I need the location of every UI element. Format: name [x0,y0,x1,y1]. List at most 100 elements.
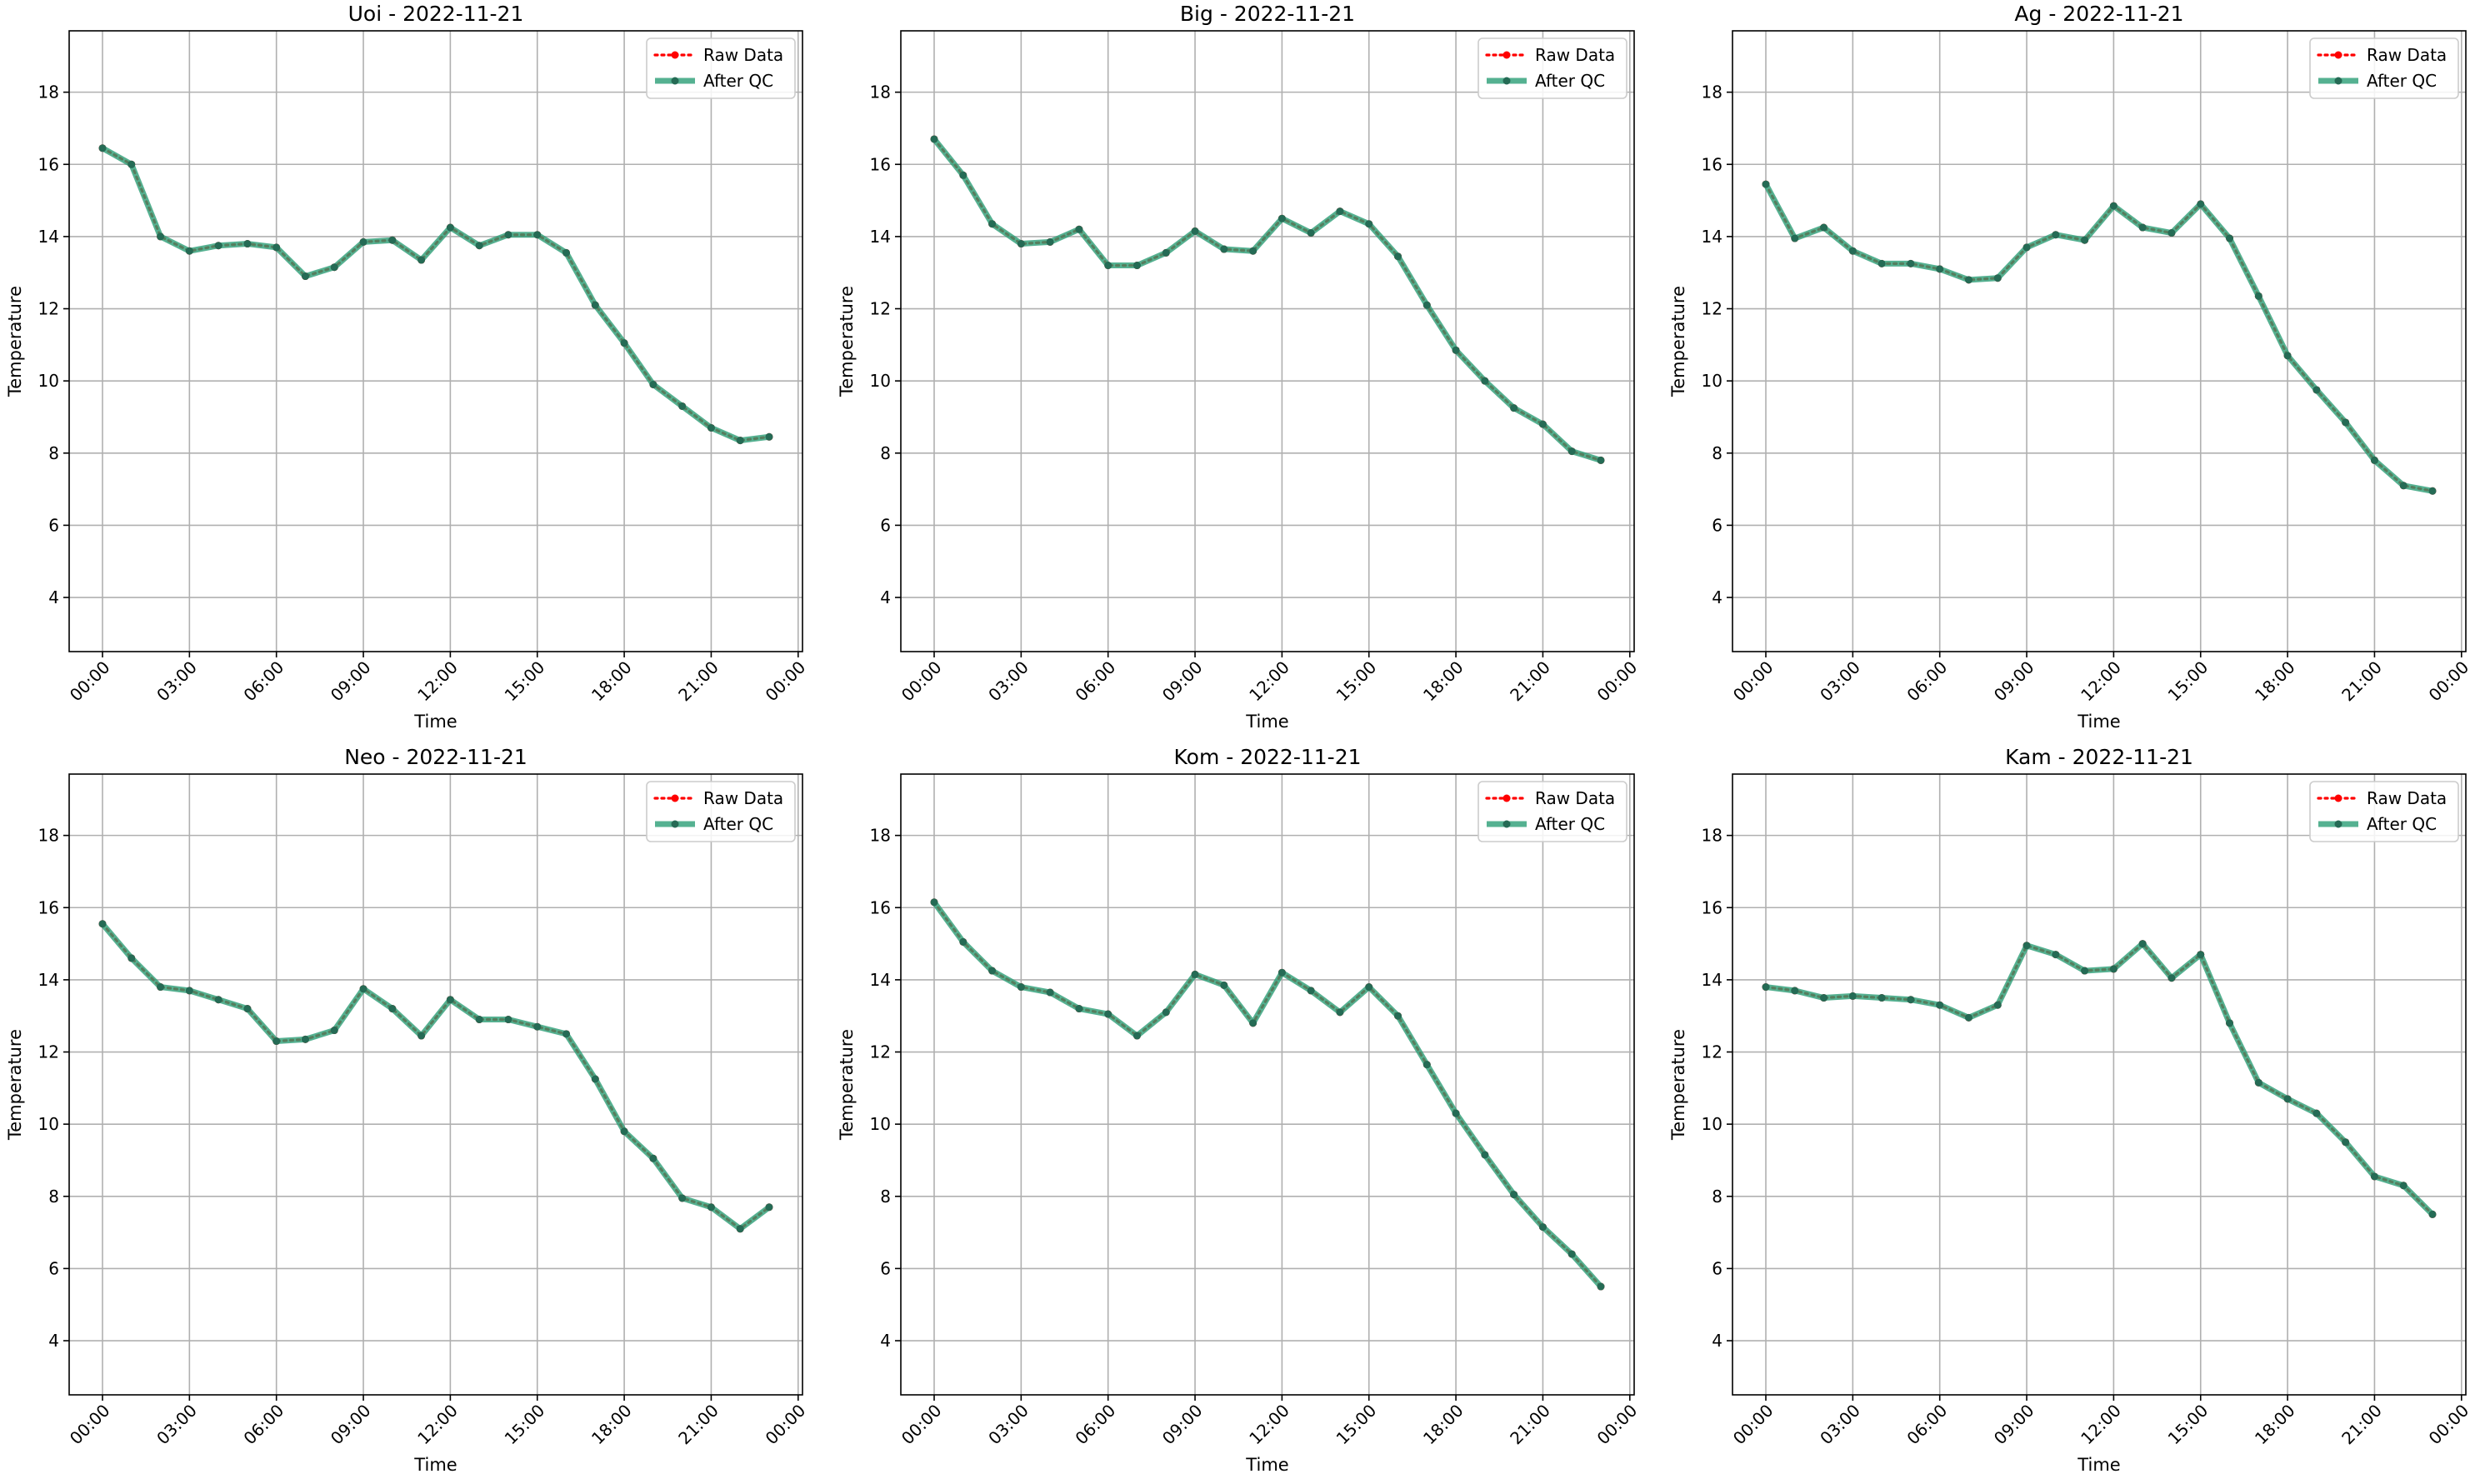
legend-after-qc-marker [671,820,679,828]
legend-label: Raw Data [2367,45,2447,65]
after-qc-point [620,1127,628,1136]
y-axis-label: Temperature [1668,1029,1688,1141]
y-tick-label: 16 [1702,897,1722,917]
after-qc-point [2370,1172,2378,1181]
after-qc-point [1936,265,1944,273]
y-tick-label: 18 [1702,826,1722,846]
after-qc-line [1762,182,2433,494]
y-axis-label: Temperature [5,1029,25,1141]
legend-after-qc-marker [2334,820,2342,828]
after-qc-point [1878,259,1886,267]
y-tick-label: 10 [1702,371,1722,391]
after-qc-point [1394,252,1402,261]
series-after-qc [98,920,773,1233]
after-qc-point [620,339,628,347]
y-tick-label: 18 [870,82,891,102]
after-qc-point [649,1154,658,1162]
y-tick-label: 18 [38,826,59,846]
after-qc-point [185,247,193,255]
legend-raw-data-marker [2334,51,2342,59]
legend-raw-data-marker [2334,794,2342,802]
after-qc-point [388,1005,397,1013]
after-qc-point [1762,983,1770,992]
after-qc-point [2022,243,2031,252]
after-qc-point [736,437,744,445]
y-tick-label: 14 [1702,970,1722,990]
legend-raw-data-marker [1502,51,1511,59]
after-qc-point [272,1037,281,1046]
after-qc-point [1510,404,1518,412]
after-qc-point [418,256,426,264]
after-qc-point [2428,487,2437,495]
y-tick-label: 8 [1712,443,1722,463]
after-qc-line [932,137,1602,463]
legend-label: Raw Data [1535,45,1615,65]
after-qc-point [988,967,997,975]
after-qc-line [100,922,772,1232]
legend: Raw Data After QC [1478,37,1628,99]
legend-after-qc-marker [1502,77,1511,85]
axes-frame [1732,30,2467,652]
after-qc-point [1336,1008,1344,1017]
after-qc-point [1336,207,1344,216]
legend: Raw Data After QC [646,37,796,99]
y-tick-label: 6 [48,1258,59,1278]
subplot-title: Neo - 2022-11-21 [344,745,528,769]
after-qc-line [101,145,770,444]
after-qc-point [2197,200,2205,208]
after-qc-point [2283,352,2292,360]
x-axis-label: Time [413,712,457,732]
y-tick-label: 18 [1702,82,1722,102]
after-qc-point [1791,234,1799,242]
after-qc-point [1993,1001,2002,1009]
after-qc-point [1452,346,1460,354]
after-qc-point [98,144,107,152]
after-qc-point [1422,1061,1431,1069]
plot-area [1732,31,2466,652]
legend-after-qc-marker [671,77,679,85]
series-after-qc [930,135,1605,464]
y-tick-label: 10 [870,371,891,391]
after-qc-point [1878,994,1886,1002]
after-qc-point [301,1035,309,1043]
after-qc-point [2081,967,2089,975]
after-qc-point [562,1030,571,1038]
y-tick-label: 10 [1702,1114,1722,1134]
legend-label: After QC [703,814,773,834]
after-qc-point [765,1203,773,1212]
after-qc-point [1964,276,1972,284]
after-qc-point [1762,180,1770,188]
grid [69,774,802,1395]
y-tick-label: 8 [48,1187,59,1207]
legend-label: Raw Data [1535,788,1615,808]
legend: Raw Data After QC [646,781,796,842]
after-qc-point [2168,974,2176,982]
plot-area [69,774,802,1395]
after-qc-point [243,240,252,248]
legend-label: After QC [1535,814,1605,834]
legend: Raw Data After QC [2309,37,2459,99]
y-tick-label: 12 [38,1042,59,1062]
after-qc-point [1191,227,1199,235]
after-qc-point [2226,1019,2234,1027]
after-qc-line [1765,941,2435,1217]
after-qc-point [1075,1005,1083,1013]
after-qc-point [1907,996,1915,1004]
after-qc-point [330,1027,338,1035]
after-qc-point [2254,1078,2262,1087]
after-qc-point [2109,965,2118,973]
after-qc-point [1249,1019,1258,1027]
legend-label: Raw Data [2367,788,2447,808]
after-qc-point [1936,1001,1944,1009]
after-qc-point [504,231,512,239]
after-qc-point [1964,1013,1972,1022]
y-tick-label: 6 [880,1258,891,1278]
y-tick-label: 8 [880,1187,891,1207]
legend-raw-data-marker [1502,794,1511,802]
plot-area [901,31,1634,652]
after-qc-point [1162,248,1170,257]
after-qc-point [2370,456,2378,464]
y-tick-label: 16 [870,897,891,917]
